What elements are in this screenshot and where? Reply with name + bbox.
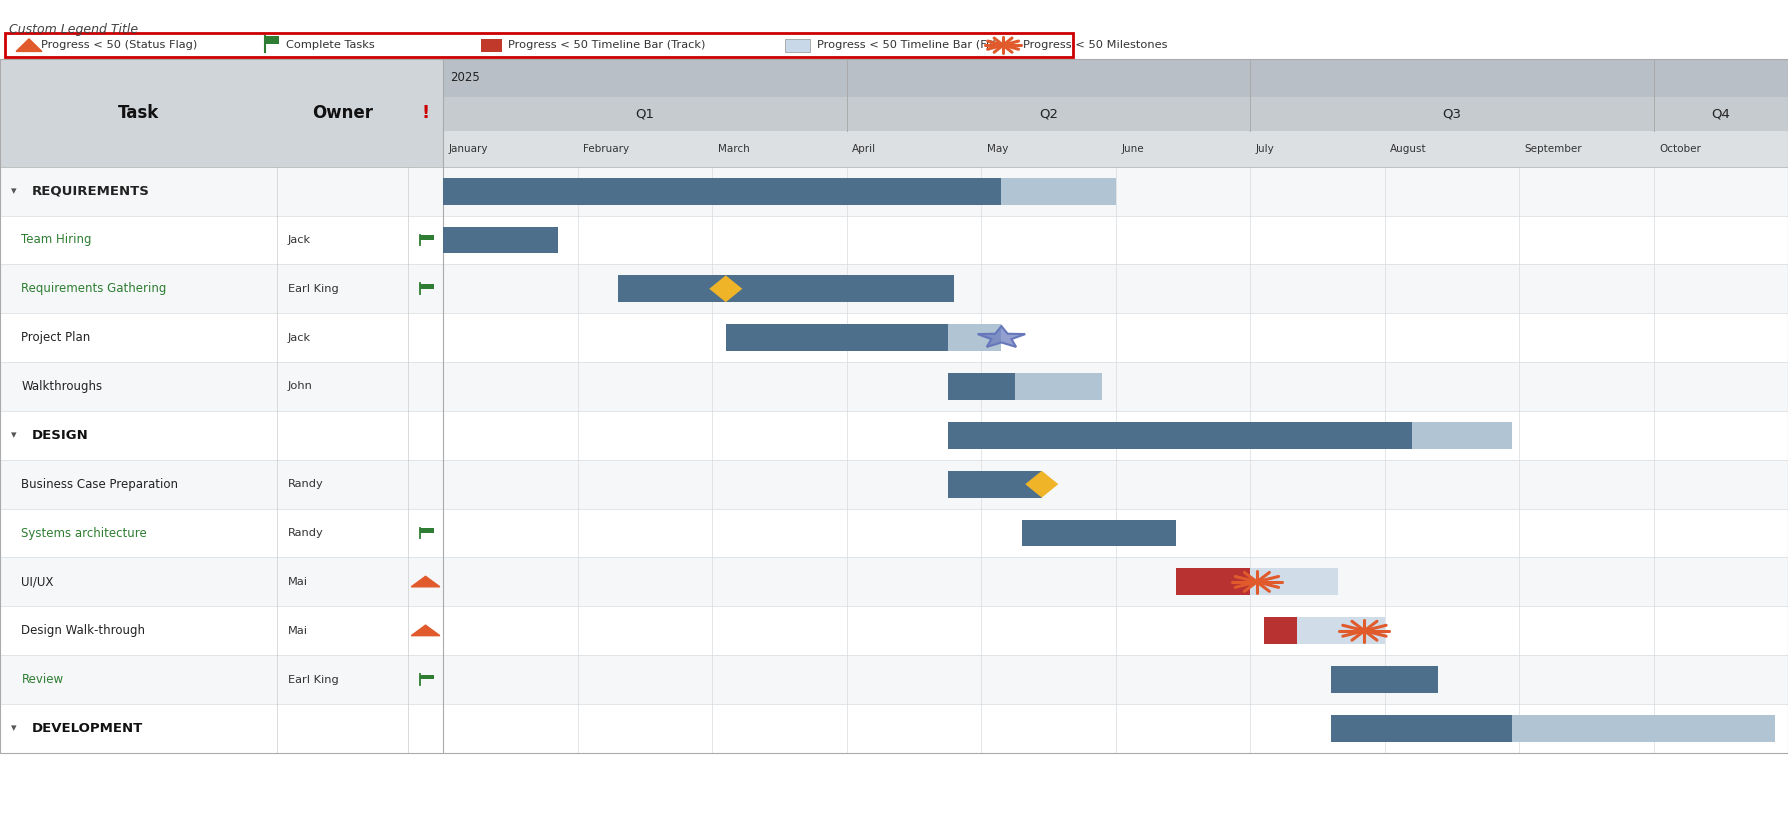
FancyBboxPatch shape [1330, 715, 1513, 742]
Text: Business Case Preparation: Business Case Preparation [21, 478, 179, 491]
Text: Earl King: Earl King [288, 284, 338, 294]
FancyBboxPatch shape [481, 39, 502, 52]
Text: Complete Tasks: Complete Tasks [286, 40, 375, 50]
Text: Q2: Q2 [1039, 108, 1058, 121]
Text: Randy: Randy [288, 479, 324, 489]
Text: John: John [288, 382, 313, 392]
FancyBboxPatch shape [0, 655, 1788, 704]
Text: Q4: Q4 [1711, 108, 1731, 121]
FancyBboxPatch shape [420, 236, 434, 240]
Text: Randy: Randy [288, 528, 324, 538]
FancyBboxPatch shape [1298, 617, 1384, 644]
FancyBboxPatch shape [948, 470, 1042, 498]
Text: ▾: ▾ [11, 186, 16, 196]
FancyBboxPatch shape [0, 704, 1788, 753]
Text: Jack: Jack [288, 333, 311, 342]
FancyBboxPatch shape [1513, 715, 1774, 742]
Text: 2025: 2025 [451, 71, 481, 85]
FancyBboxPatch shape [0, 313, 1788, 362]
FancyBboxPatch shape [0, 215, 1788, 264]
Text: REQUIREMENTS: REQUIREMENTS [32, 185, 150, 198]
FancyBboxPatch shape [1001, 177, 1116, 204]
FancyBboxPatch shape [420, 284, 434, 288]
FancyBboxPatch shape [948, 373, 1016, 400]
Text: April: April [853, 144, 876, 154]
Text: Systems architecture: Systems architecture [21, 526, 147, 539]
FancyBboxPatch shape [0, 508, 1788, 557]
FancyBboxPatch shape [785, 39, 810, 52]
Text: Design Walk-through: Design Walk-through [21, 624, 145, 637]
Text: Progress < 50 Timeline Bar (Track): Progress < 50 Timeline Bar (Track) [508, 40, 704, 50]
FancyBboxPatch shape [1016, 373, 1101, 400]
Text: June: June [1121, 144, 1144, 154]
FancyBboxPatch shape [5, 33, 1073, 57]
FancyBboxPatch shape [726, 324, 948, 351]
FancyBboxPatch shape [0, 410, 1788, 460]
Text: Progress < 50 (Status Flag): Progress < 50 (Status Flag) [41, 40, 197, 50]
Polygon shape [411, 625, 440, 635]
Text: Review: Review [21, 673, 64, 686]
Text: July: July [1255, 144, 1275, 154]
FancyBboxPatch shape [1330, 666, 1438, 693]
FancyBboxPatch shape [1250, 568, 1337, 595]
FancyBboxPatch shape [420, 529, 434, 533]
Text: September: September [1525, 144, 1582, 154]
Text: Task: Task [118, 104, 159, 122]
FancyBboxPatch shape [1021, 520, 1177, 547]
FancyBboxPatch shape [443, 59, 1788, 97]
FancyBboxPatch shape [948, 324, 1001, 351]
Text: DESIGN: DESIGN [32, 429, 89, 442]
Text: Q3: Q3 [1443, 108, 1461, 121]
Polygon shape [710, 277, 740, 301]
Text: August: August [1389, 144, 1427, 154]
Polygon shape [411, 576, 440, 587]
Text: Project Plan: Project Plan [21, 331, 91, 344]
Text: Mai: Mai [288, 626, 308, 635]
Text: ▾: ▾ [11, 430, 16, 440]
Text: Team Hiring: Team Hiring [21, 233, 91, 246]
FancyBboxPatch shape [1177, 568, 1250, 595]
Text: February: February [583, 144, 629, 154]
Text: Walkthroughs: Walkthroughs [21, 380, 102, 393]
FancyBboxPatch shape [443, 131, 1788, 167]
Polygon shape [978, 326, 1025, 347]
FancyBboxPatch shape [0, 606, 1788, 655]
Text: Earl King: Earl King [288, 675, 338, 685]
Text: Custom Legend Title: Custom Legend Title [9, 23, 138, 36]
Text: Progress < 50 Milestones: Progress < 50 Milestones [1023, 40, 1168, 50]
FancyBboxPatch shape [420, 675, 434, 679]
FancyBboxPatch shape [948, 422, 1411, 449]
FancyBboxPatch shape [0, 557, 1788, 606]
FancyBboxPatch shape [1411, 422, 1513, 449]
FancyBboxPatch shape [619, 275, 955, 302]
Text: Progress < 50 Timeline Bar (Fill): Progress < 50 Timeline Bar (Fill) [817, 40, 999, 50]
Text: DEVELOPMENT: DEVELOPMENT [32, 722, 143, 735]
Text: !: ! [422, 104, 429, 122]
Text: May: May [987, 144, 1008, 154]
FancyBboxPatch shape [1264, 617, 1298, 644]
FancyBboxPatch shape [265, 36, 279, 44]
Text: January: January [449, 144, 488, 154]
Text: March: March [717, 144, 749, 154]
Text: UI/UX: UI/UX [21, 576, 54, 589]
Text: Mai: Mai [288, 577, 308, 587]
Text: ▾: ▾ [11, 723, 16, 733]
FancyBboxPatch shape [443, 227, 558, 254]
FancyBboxPatch shape [0, 460, 1788, 508]
Text: October: October [1659, 144, 1700, 154]
Text: Owner: Owner [311, 104, 374, 122]
FancyBboxPatch shape [0, 362, 1788, 410]
Polygon shape [16, 39, 41, 52]
FancyBboxPatch shape [443, 97, 1788, 131]
Polygon shape [1026, 472, 1057, 497]
Text: Requirements Gathering: Requirements Gathering [21, 282, 166, 296]
Text: Jack: Jack [288, 235, 311, 245]
FancyBboxPatch shape [0, 59, 443, 167]
FancyBboxPatch shape [443, 177, 1001, 204]
Text: Q1: Q1 [635, 108, 654, 121]
FancyBboxPatch shape [0, 59, 1788, 753]
FancyBboxPatch shape [0, 167, 1788, 215]
FancyBboxPatch shape [0, 264, 1788, 313]
